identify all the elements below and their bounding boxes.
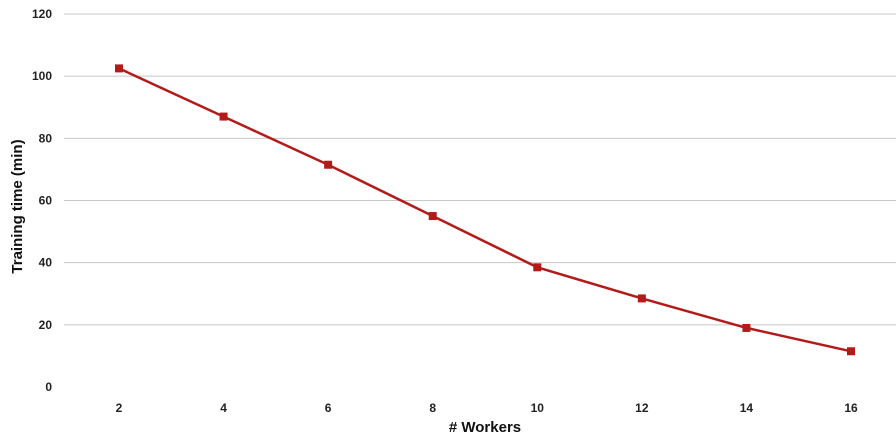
data-point-16 bbox=[847, 347, 855, 356]
data-point-4 bbox=[219, 112, 228, 121]
series-layer bbox=[118, 67, 852, 353]
x-axis-title: # Workers bbox=[449, 419, 521, 436]
y-tick-label-40: 40 bbox=[39, 256, 53, 270]
x-tick-label-6: 6 bbox=[325, 401, 332, 415]
data-point-12 bbox=[637, 294, 646, 303]
y-tick-label-120: 120 bbox=[32, 7, 52, 21]
data-point-10 bbox=[533, 263, 542, 272]
y-axis-tick-labels: 0 20 40 60 80 100 120 bbox=[32, 7, 52, 394]
x-tick-label-8: 8 bbox=[429, 401, 436, 415]
y-tick-label-20: 20 bbox=[39, 318, 53, 332]
data-point-2 bbox=[115, 64, 123, 73]
y-tick-label-0: 0 bbox=[45, 380, 52, 394]
data-point-6 bbox=[324, 160, 333, 169]
markers-layer bbox=[115, 64, 855, 356]
series-line-0 bbox=[118, 67, 852, 353]
x-tick-label-10: 10 bbox=[531, 401, 545, 415]
data-point-14 bbox=[742, 323, 751, 332]
y-tick-label-100: 100 bbox=[32, 69, 52, 83]
x-tick-label-14: 14 bbox=[740, 401, 754, 415]
x-tick-label-16: 16 bbox=[844, 401, 858, 415]
x-tick-label-2: 2 bbox=[116, 401, 123, 415]
data-point-8 bbox=[428, 212, 437, 221]
x-tick-label-12: 12 bbox=[635, 401, 649, 415]
x-tick-label-4: 4 bbox=[220, 401, 227, 415]
x-axis-tick-labels: 2 4 6 8 10 12 14 16 bbox=[116, 401, 858, 415]
gridlines bbox=[64, 13, 896, 326]
y-tick-label-80: 80 bbox=[39, 131, 53, 145]
y-tick-label-60: 60 bbox=[39, 194, 53, 208]
y-axis-title: Training time (min) bbox=[9, 139, 26, 273]
